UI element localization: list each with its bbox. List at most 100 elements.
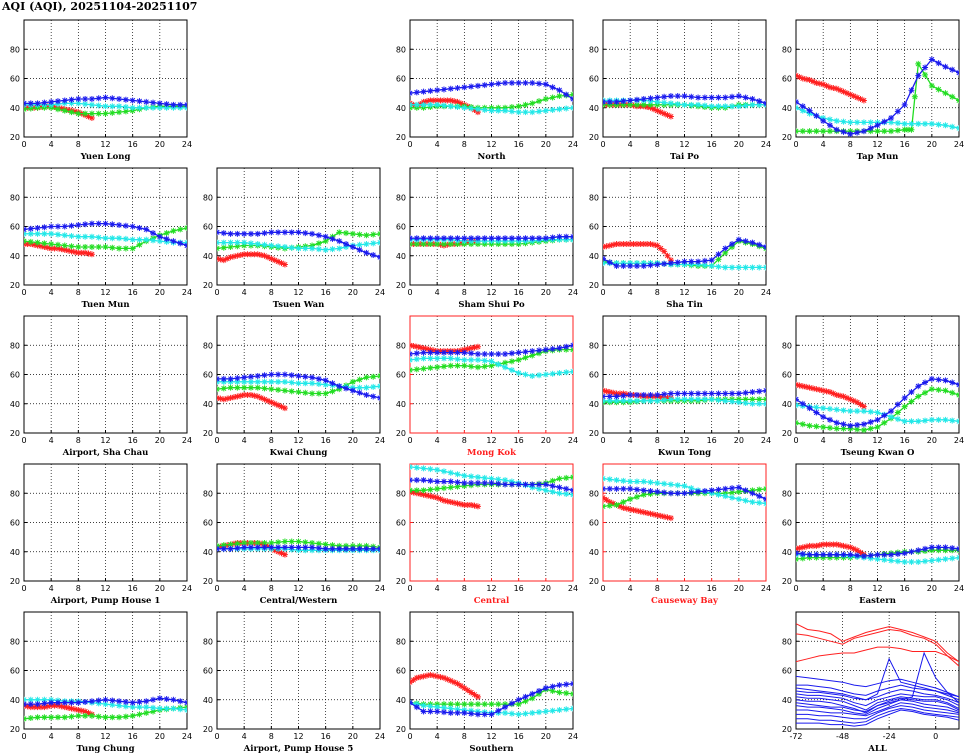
- point-marker-blue: [556, 682, 563, 689]
- point-marker-cyan: [288, 379, 295, 386]
- point-marker-blue: [247, 373, 254, 380]
- point-marker-cyan: [922, 558, 929, 565]
- point-marker-green: [34, 714, 41, 721]
- x-tick-label: 20: [155, 732, 165, 741]
- y-tick-label: 60: [589, 75, 599, 84]
- point-marker-green: [942, 387, 949, 394]
- y-tick-label: 80: [10, 193, 20, 202]
- point-marker-cyan: [888, 557, 895, 564]
- point-marker-cyan: [370, 240, 377, 247]
- y-tick-label: 40: [10, 104, 20, 113]
- point-marker-cyan: [654, 480, 661, 487]
- panel-title: Tseung Kwan O: [841, 448, 915, 458]
- point-marker-green: [640, 101, 647, 108]
- point-marker-cyan: [901, 418, 908, 425]
- point-marker-cyan: [136, 104, 143, 111]
- point-marker-red: [413, 674, 420, 681]
- point-marker-green: [75, 243, 82, 250]
- x-tick-label: 24: [182, 584, 192, 593]
- point-marker-red: [82, 249, 89, 256]
- point-marker-red: [258, 394, 265, 401]
- point-marker-cyan: [515, 370, 522, 377]
- point-marker-blue: [928, 375, 935, 382]
- point-marker-blue: [735, 484, 742, 491]
- point-marker-cyan: [309, 380, 316, 387]
- x-tick-label: 12: [486, 288, 496, 297]
- point-marker-red: [24, 703, 31, 710]
- point-marker-green: [911, 93, 918, 100]
- point-marker-red: [440, 97, 447, 104]
- point-marker-blue: [474, 480, 481, 487]
- point-marker-cyan: [34, 696, 41, 703]
- point-marker-blue: [88, 95, 95, 102]
- point-marker-blue: [813, 112, 820, 119]
- x-tick-label: 8: [269, 436, 274, 445]
- point-marker-blue: [217, 229, 220, 236]
- point-marker-blue: [170, 238, 177, 245]
- point-marker-cyan: [867, 119, 874, 126]
- point-marker-blue: [454, 235, 461, 242]
- point-marker-blue: [150, 230, 157, 237]
- point-marker-cyan: [715, 263, 722, 270]
- point-marker-green: [129, 245, 136, 252]
- point-marker-red: [258, 540, 265, 547]
- x-tick-label: 4: [435, 584, 440, 593]
- point-marker-green: [420, 241, 427, 248]
- point-marker-green: [454, 241, 461, 248]
- point-marker-green: [860, 427, 867, 433]
- point-marker-blue: [220, 230, 227, 237]
- panel-title: Kwai Chung: [270, 448, 328, 458]
- point-marker-green: [95, 243, 102, 250]
- point-marker-red: [68, 705, 75, 712]
- panel-title: Airport, Pump House 1: [50, 596, 161, 606]
- point-marker-cyan: [410, 356, 413, 363]
- point-marker-cyan: [427, 703, 434, 710]
- point-marker-cyan: [234, 239, 241, 246]
- point-marker-cyan: [61, 232, 68, 239]
- point-marker-red: [461, 501, 468, 508]
- point-marker-blue: [254, 230, 261, 237]
- point-marker-cyan: [377, 239, 380, 246]
- point-marker-red: [813, 542, 820, 549]
- point-marker-red: [451, 499, 458, 506]
- point-marker-blue: [502, 351, 509, 358]
- point-marker-blue: [956, 545, 959, 552]
- point-marker-cyan: [440, 468, 447, 475]
- x-tick-label: 0: [214, 732, 219, 741]
- point-marker-cyan: [749, 499, 756, 506]
- point-marker-cyan: [901, 120, 908, 127]
- point-marker-blue: [82, 698, 89, 705]
- x-tick-label: 8: [76, 584, 81, 593]
- point-marker-blue: [708, 487, 715, 494]
- panel-title: Sham Shui Po: [458, 300, 525, 310]
- point-marker-cyan: [413, 101, 420, 108]
- point-marker-cyan: [227, 239, 234, 246]
- point-marker-blue: [708, 94, 715, 101]
- point-marker-blue: [688, 93, 695, 100]
- point-marker-blue: [420, 477, 427, 484]
- point-marker-green: [908, 398, 915, 405]
- point-marker-blue: [928, 544, 935, 551]
- point-marker-green: [515, 356, 522, 363]
- point-marker-blue: [647, 262, 654, 269]
- point-marker-cyan: [447, 705, 454, 712]
- point-marker-green: [27, 105, 34, 112]
- point-marker-red: [440, 674, 447, 681]
- point-marker-green: [241, 384, 248, 391]
- panel-title: Tung Chung: [76, 744, 134, 754]
- point-marker-cyan: [908, 120, 915, 127]
- point-marker-red: [796, 382, 803, 389]
- point-marker-blue: [661, 489, 668, 496]
- point-marker-blue: [336, 383, 343, 390]
- x-tick-label: 12: [293, 732, 303, 741]
- x-tick-label: 16: [514, 140, 524, 149]
- point-marker-cyan: [756, 400, 763, 407]
- y-tick-label: 40: [782, 548, 792, 557]
- point-marker-blue: [170, 101, 177, 108]
- point-marker-green: [184, 224, 187, 231]
- point-marker-green: [570, 690, 573, 697]
- point-marker-blue: [708, 257, 715, 264]
- point-marker-green: [796, 419, 799, 426]
- point-marker-blue: [542, 81, 549, 88]
- point-marker-red: [644, 104, 651, 111]
